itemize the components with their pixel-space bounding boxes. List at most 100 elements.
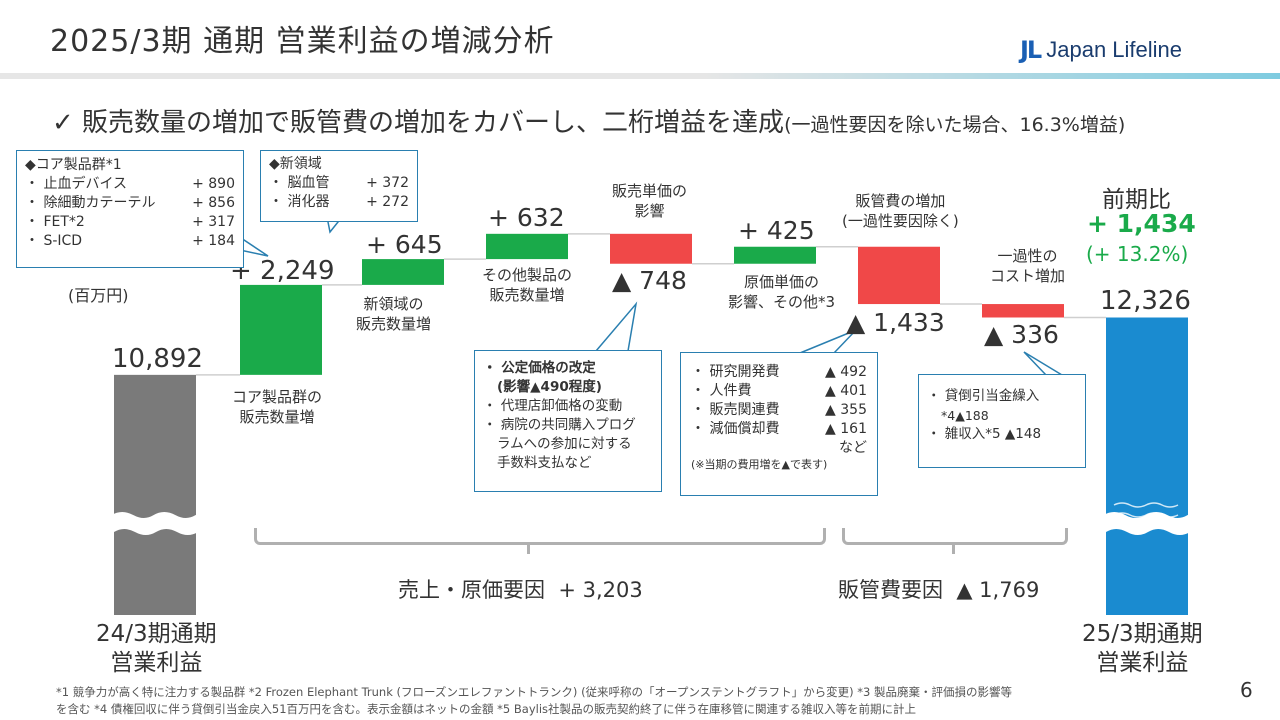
bar-core (240, 284, 322, 375)
row-value: + 856 (192, 195, 235, 211)
callout-onetime-line: ・ 雑収入*5 ▲148 (927, 426, 1042, 442)
axis-break-end-line (1103, 512, 1196, 520)
logo-text: Japan Lifeline (1046, 37, 1183, 62)
callout-sga-breakdown: ・ 研究開発費 ▲ 492 ・ 人件費 ▲ 401 ・ 販売関連費 ▲ 355 ・ 減… (680, 352, 878, 496)
title-divider (0, 73, 1280, 79)
value-label-other: + 632 (488, 203, 565, 232)
category-label-cost: 原価単価の 影響、その他*3 (728, 273, 836, 311)
row-value: ▲ 355 (825, 402, 867, 418)
callout-sga-row: ・ 減価償却費 ▲ 161 (691, 420, 867, 439)
callout-price-line: ラムへの参加に対する (497, 436, 632, 452)
callout-price-line: ・ 公定価格の改定 (483, 360, 596, 376)
callout-core-title: ◆コア製品群*1 (25, 157, 122, 173)
category-label-end: 25/3期通期 営業利益 (1082, 621, 1203, 676)
callout-sga-row: ・ 人件費 ▲ 401 (691, 382, 867, 401)
callout-price-line: ・ 病院の共同購入プログ (483, 417, 636, 433)
row-name: ・ 消化器 (269, 194, 330, 210)
callout-onetime: ・ 貸倒引当金繰入 *4▲188 ・ 雑収入*5 ▲148 (918, 374, 1086, 468)
callout-price-pointer (595, 301, 638, 352)
callout-core-row: ・ 除細動カテーテル + 856 (25, 194, 235, 213)
callout-new-domain: ◆新領域 ・ 脳血管 + 372 ・ 消化器 + 272 (260, 150, 418, 222)
axis-break-end-gap (1104, 513, 1195, 535)
group-sales-cost-label: 売上・原価要因 (398, 578, 545, 602)
yoy-title: 前期比 (1102, 187, 1171, 213)
logo-mark: JL (1020, 36, 1042, 64)
group-sales-cost-value: + 3,203 (558, 578, 643, 602)
callout-sga-row: ・ 研究開発費 ▲ 492 (691, 363, 867, 382)
wave-decoration (1113, 502, 1179, 508)
group-sga-value: ▲ 1,769 (956, 578, 1040, 602)
company-logo: JL Japan Lifeline (1020, 36, 1182, 64)
bar-price (610, 233, 692, 264)
group-sga-label: 販管費要因 (838, 578, 943, 602)
callout-new-row: ・ 消化器 + 272 (269, 193, 409, 212)
headline: ✓ 販売数量の増加で販管費の増加をカバーし、二桁増益を達成(一過性要因を除いた場… (52, 102, 1125, 139)
value-label-price: ▲ 748 (612, 266, 687, 295)
category-label-other: その他製品の 販売数量増 (482, 266, 573, 304)
category-label-core: コア製品群の 販売数量増 (232, 388, 323, 426)
row-value: + 317 (192, 214, 235, 230)
bracket-sales-cost-tick (527, 542, 530, 554)
row-name: ・ 脳血管 (269, 175, 330, 191)
footnote-line-1: *1 競争力が高く特に注力する製品群 *2 Frozen Elephant Tr… (56, 685, 1013, 699)
callout-sga-etc: など (839, 440, 867, 456)
row-value: ▲ 492 (825, 364, 867, 380)
callout-price-line: (影響▲490程度) (497, 379, 602, 395)
value-label-onetime: ▲ 336 (984, 320, 1059, 349)
value-label-end: 12,326 (1100, 286, 1191, 316)
callout-core-row: ・ FET*2 + 317 (25, 213, 235, 232)
yoy-value: + 1,434 (1087, 209, 1196, 238)
value-label-sga: ▲ 1,433 (846, 308, 945, 337)
row-value: + 372 (366, 175, 409, 191)
row-value: + 184 (192, 233, 235, 249)
group-sga: 販管費要因 ▲ 1,769 (838, 574, 1039, 604)
category-label-new: 新領域の 販売数量増 (356, 295, 432, 333)
yoy-percent: (+ 13.2%) (1086, 242, 1189, 266)
callout-price-impact: ・ 公定価格の改定 (影響▲490程度) ・ 代理店卸価格の変動 ・ 病院の共同… (474, 350, 662, 492)
callout-core-row: ・ S-ICD + 184 (25, 232, 235, 251)
row-value: + 272 (366, 194, 409, 210)
footnote-line-2: を含む *4 債権回収に伴う貸倒引当金戻入51百万円を含む。表示金額はネットの金… (56, 702, 917, 716)
category-label-start: 24/3期通期 営業利益 (96, 621, 217, 676)
row-name: ・ 販売関連費 (691, 402, 780, 418)
bar-other (486, 233, 568, 260)
callout-core-row: ・ 止血デバイス + 890 (25, 175, 235, 194)
callout-new-title: ◆新領域 (269, 156, 322, 172)
bar-new (362, 259, 444, 285)
bar-cost (734, 246, 816, 264)
bar-onetime (982, 304, 1064, 318)
row-name: ・ 除細動カテーテル (25, 195, 156, 211)
axis-break-start-line (111, 512, 204, 520)
callout-onetime-line: *4▲188 (941, 408, 989, 423)
row-name: ・ 止血デバイス (25, 176, 128, 192)
value-label-start: 10,892 (112, 344, 203, 374)
value-label-new: + 645 (366, 230, 443, 259)
callout-new-row: ・ 脳血管 + 372 (269, 174, 409, 193)
bracket-sales-cost (254, 528, 826, 545)
callout-sga-row: ・ 販売関連費 ▲ 355 (691, 401, 867, 420)
category-label-price: 販売単価の 影響 (612, 182, 688, 220)
callout-price-line: 手数料支払など (497, 455, 592, 471)
row-value: ▲ 161 (825, 421, 867, 437)
row-value: + 890 (192, 176, 235, 192)
row-name: ・ FET*2 (25, 214, 85, 230)
callout-price-line: ・ 代理店卸価格の変動 (483, 398, 623, 414)
group-sales-cost: 売上・原価要因 + 3,203 (398, 574, 643, 604)
bar-end (1106, 317, 1188, 615)
bracket-sga (842, 528, 1068, 545)
axis-break-start-gap (112, 513, 203, 535)
callout-onetime-pointer (1023, 351, 1063, 376)
headline-sub: (一過性要因を除いた場合、16.3%増益) (784, 114, 1126, 136)
page-title: 2025/3期 通期 営業利益の増減分析 (50, 24, 555, 59)
row-name: ・ 減価償却費 (691, 421, 780, 437)
row-name: ・ 研究開発費 (691, 364, 780, 380)
category-label-onetime: 一過性の コスト増加 (990, 247, 1066, 285)
value-label-cost: + 425 (738, 216, 815, 245)
category-label-sga: 販管費の増加 (一過性要因除く) (842, 192, 959, 230)
bar-sga (858, 246, 940, 305)
value-label-core: + 2,249 (230, 256, 335, 286)
headline-main: ✓ 販売数量の増加で販管費の増加をカバーし、二桁増益を達成 (52, 108, 785, 138)
callout-core-products: ◆コア製品群*1 ・ 止血デバイス + 890 ・ 除細動カテーテル + 856 ・… (16, 150, 244, 268)
wave-decoration (1113, 512, 1179, 518)
callout-onetime-line: ・ 貸倒引当金繰入 (927, 388, 1040, 404)
